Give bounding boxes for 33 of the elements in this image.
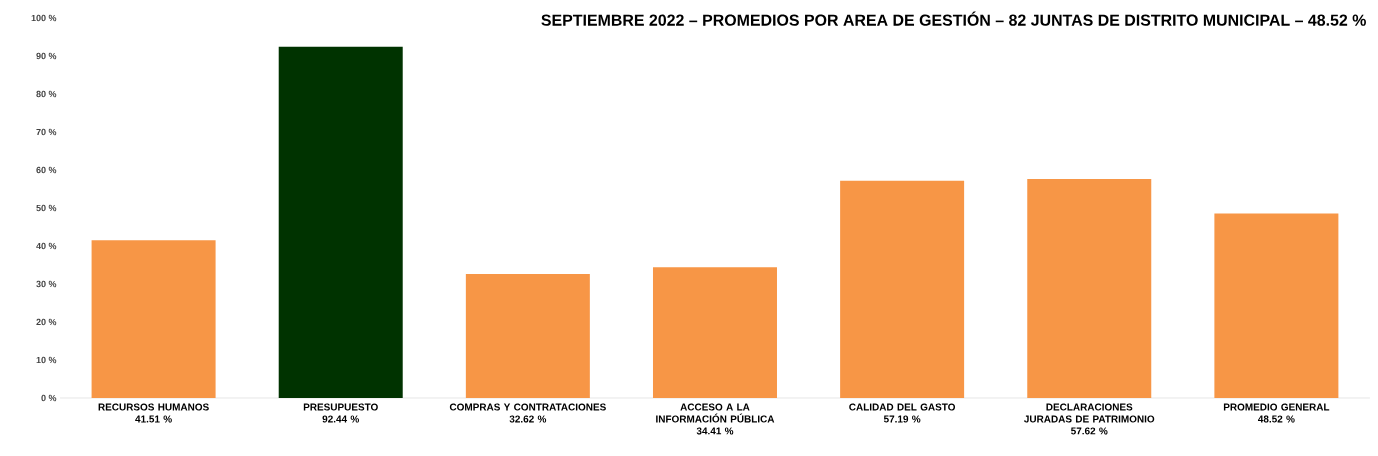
y-tick-label: 70 % [36, 128, 57, 136]
x-tick-label: PRESUPUESTO [303, 403, 378, 411]
bar [1214, 213, 1339, 398]
x-tick-label: DECLARACIONES JURADAS DE PATRIMONIO [1024, 403, 1155, 423]
data-label: 32.62 % [509, 415, 547, 423]
chart-title: SEPTIEMBRE 2022 – PROMEDIOS POR AREA DE GESTIÓN – 82 JUNTAS DE DISTRITO MUNICIPAL – 48.52 % [541, 11, 1366, 26]
bar [652, 267, 777, 398]
bar [840, 180, 965, 398]
data-label: 57.62 % [1071, 427, 1108, 435]
y-tick-label: 90 % [36, 52, 57, 60]
y-tick-label: 10 % [36, 356, 57, 364]
data-label: 48.52 % [1257, 415, 1295, 423]
data-label: 92.44 % [322, 415, 359, 423]
y-tick-label: 0 % [41, 394, 57, 402]
data-label: 34.41 % [696, 427, 734, 435]
x-tick-label: COMPRAS Y CONTRATACIONES [449, 403, 606, 411]
y-tick-label: 30 % [36, 280, 57, 288]
y-tick-label: 100 % [31, 14, 57, 22]
bar [278, 46, 403, 398]
x-tick-label: PROMEDIO GENERAL [1223, 403, 1330, 411]
y-tick-label: 80 % [36, 90, 57, 98]
bar [1027, 179, 1152, 398]
bar [91, 240, 216, 398]
y-tick-label: 50 % [36, 204, 57, 212]
y-tick-label: 20 % [36, 318, 57, 326]
bar [465, 274, 590, 398]
data-label: 57.19 % [883, 415, 921, 423]
y-tick-label: 40 % [36, 242, 57, 250]
x-tick-label: RECURSOS HUMANOS [98, 403, 209, 411]
x-tick-label: CALIDAD DEL GASTO [849, 403, 956, 411]
x-tick-label: ACCESO A LA INFORMACIÓN PÚBLICA [656, 403, 775, 423]
data-label: 41.51 % [135, 415, 172, 423]
y-tick-label: 60 % [36, 166, 57, 174]
